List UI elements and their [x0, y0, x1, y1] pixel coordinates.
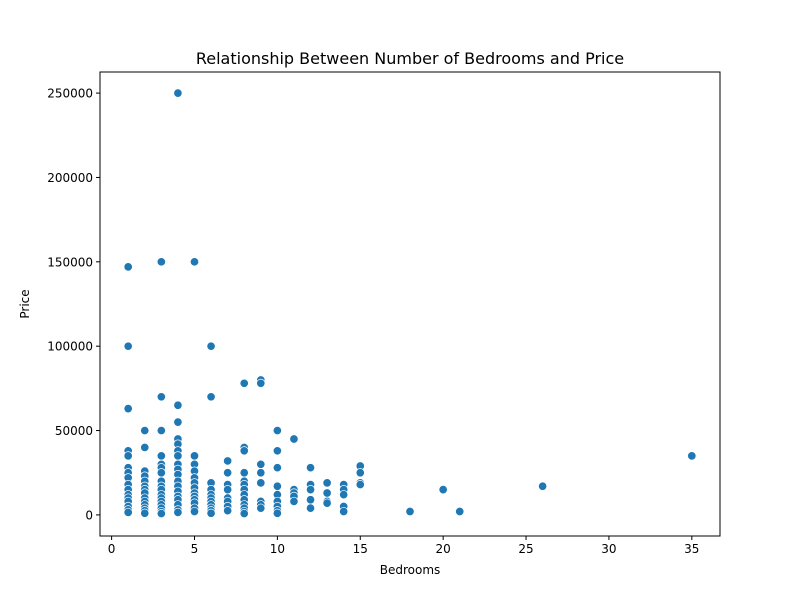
- x-tick-label: 20: [436, 542, 451, 556]
- scatter-point: [405, 506, 415, 517]
- scatter-point: [173, 400, 183, 410]
- x-tick-label: 10: [270, 542, 285, 556]
- scatter-point: [173, 451, 183, 461]
- scatter-point: [256, 478, 266, 488]
- scatter-point: [305, 495, 316, 505]
- scatter-point: [239, 468, 249, 478]
- scatter-point: [355, 479, 365, 490]
- scatter-point: [322, 498, 332, 508]
- scatter-point: [289, 496, 299, 506]
- scatter-point: [156, 468, 166, 478]
- y-tick-label: 0: [85, 508, 93, 522]
- x-axis-ticks: 0 5 10 15 20 25 30 35: [108, 536, 699, 556]
- x-tick-label: 25: [518, 542, 533, 556]
- scatter-point: [123, 262, 133, 272]
- y-tick-label: 200000: [47, 171, 93, 185]
- scatter-point: [355, 468, 365, 478]
- chart-title: Relationship Between Number of Bedrooms …: [196, 49, 624, 68]
- scatter-point: [123, 451, 133, 461]
- scatter-point: [123, 341, 133, 351]
- scatter-point: [189, 257, 200, 267]
- scatter-point: [322, 488, 332, 498]
- x-tick-label: 30: [601, 542, 616, 556]
- scatter-point: [305, 485, 316, 495]
- scatter-point: [140, 442, 150, 452]
- scatter-point: [156, 257, 166, 267]
- scatter-point: [322, 478, 332, 488]
- scatter-point: [189, 506, 200, 517]
- scatter-point: [223, 506, 233, 516]
- scatter-point: [156, 451, 166, 461]
- scatter-point: [538, 481, 548, 491]
- scatter-point: [206, 508, 216, 518]
- plot-area-frame: [99, 71, 721, 537]
- x-tick-label: 15: [353, 542, 368, 556]
- points-layer: [123, 88, 697, 519]
- scatter-point: [140, 508, 150, 518]
- scatter-point: [156, 509, 166, 519]
- scatter-point: [272, 425, 282, 436]
- x-axis-label: Bedrooms: [380, 563, 441, 577]
- scatter-point: [123, 404, 133, 414]
- scatter-point: [339, 490, 349, 500]
- scatter-point: [272, 463, 282, 473]
- y-tick-label: 50000: [55, 424, 93, 438]
- scatter-point: [687, 451, 697, 461]
- scatter-point: [223, 468, 233, 478]
- scatter-point: [256, 503, 266, 513]
- scatter-point: [239, 509, 249, 519]
- scatter-point: [272, 481, 282, 491]
- scatter-point: [206, 341, 216, 351]
- scatter-point: [173, 417, 183, 427]
- scatter-point: [339, 506, 349, 517]
- scatter-point: [256, 459, 266, 469]
- y-axis-label: Price: [18, 289, 32, 318]
- scatter-point: [256, 468, 266, 478]
- scatter-point: [156, 425, 166, 436]
- scatter-point: [173, 88, 183, 98]
- scatter-point: [239, 378, 249, 388]
- scatter-point: [223, 456, 233, 466]
- scatter-point: [256, 378, 266, 388]
- scatter-point: [272, 446, 282, 456]
- scatter-point: [455, 506, 465, 517]
- scatter-point: [305, 503, 316, 513]
- y-axis-ticks: 0 50000 100000 150000 200000 250000: [47, 87, 100, 522]
- scatter-point: [206, 392, 216, 402]
- scatter-point: [189, 451, 200, 461]
- scatter-point: [140, 425, 150, 436]
- x-tick-label: 35: [684, 542, 699, 556]
- x-tick-label: 5: [191, 542, 199, 556]
- scatter-point: [173, 507, 183, 517]
- scatter-point: [223, 485, 233, 495]
- y-tick-label: 250000: [47, 87, 93, 101]
- scatter-point: [305, 463, 316, 473]
- scatter-point: [123, 507, 133, 517]
- scatter-point: [156, 392, 166, 402]
- y-tick-label: 100000: [47, 340, 93, 354]
- scatter-point: [239, 446, 249, 456]
- x-tick-label: 0: [108, 542, 116, 556]
- scatter-point: [272, 508, 282, 518]
- y-tick-label: 150000: [47, 255, 93, 269]
- scatter-point: [289, 434, 299, 444]
- scatter-point: [438, 485, 448, 495]
